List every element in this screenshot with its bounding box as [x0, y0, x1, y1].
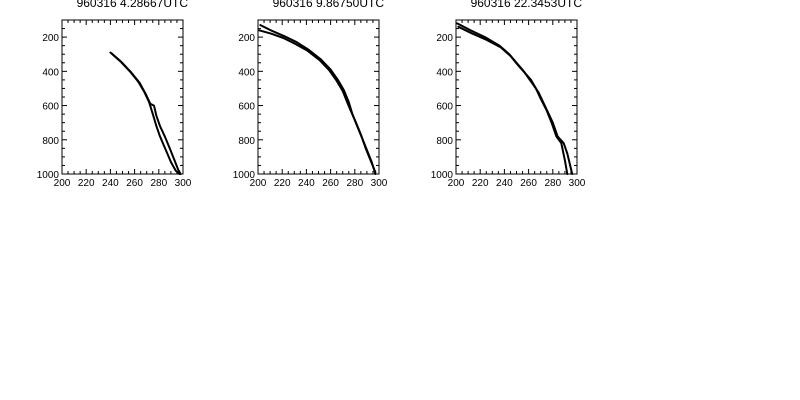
x-tick-label: 240 — [102, 178, 119, 189]
plot-frame — [455, 19, 578, 175]
y-tick-label: 800 — [42, 136, 59, 147]
y-tick-label: 800 — [436, 136, 453, 147]
y-tick-label: 400 — [238, 67, 255, 78]
x-tick-label: 200 — [54, 178, 71, 189]
profile-line-1 — [109, 51, 181, 175]
panel-title: 960316 4.28667UTC — [77, 0, 189, 10]
y-tick-label: 400 — [436, 67, 453, 78]
x-tick-label: 260 — [322, 178, 339, 189]
y-tick-label: 200 — [42, 33, 59, 44]
x-tick-label: 280 — [346, 178, 363, 189]
x-tick-label: 200 — [448, 178, 465, 189]
x-tick-label: 300 — [175, 178, 192, 189]
x-tick-label: 240 — [496, 178, 513, 189]
chart-panel-3: 960316 22.3453UTC 200 220 240 260 280 300 200 40… — [431, 0, 586, 189]
x-tick-label: 300 — [569, 178, 586, 189]
x-tick-label: 240 — [298, 178, 315, 189]
y-tick-label: 600 — [436, 102, 453, 113]
x-tick-label: 220 — [274, 178, 291, 189]
y-tick-label: 800 — [238, 136, 255, 147]
profile-line-2 — [258, 29, 377, 174]
y-tick-label: 1000 — [37, 170, 60, 181]
chart-panel-1: 960316 4.28667UTC 200 220 240 260 280 300 200 40… — [37, 0, 192, 189]
x-tick-label: 200 — [250, 178, 267, 189]
x-tick-label: 260 — [126, 178, 143, 189]
x-tick-label: 300 — [371, 178, 388, 189]
y-tick-label: 600 — [42, 102, 59, 113]
panel-title: 960316 22.3453UTC — [471, 0, 583, 10]
panel-title: 960316 9.86750UTC — [273, 0, 385, 10]
y-tick-label: 1000 — [431, 170, 454, 181]
y-tick-label: 200 — [436, 33, 453, 44]
chart-panel-2: 960316 9.86750UTC 200 220 240 260 280 300 200 40… — [233, 0, 388, 189]
x-tick-label: 260 — [520, 178, 537, 189]
plot-frame — [257, 19, 380, 175]
y-tick-label: 600 — [238, 102, 255, 113]
y-tick-label: 200 — [238, 33, 255, 44]
x-tick-label: 280 — [544, 178, 561, 189]
profile-line-1 — [259, 24, 377, 175]
plot-frame — [61, 19, 184, 175]
y-tick-label: 1000 — [233, 170, 256, 181]
x-tick-label: 220 — [78, 178, 95, 189]
profile-line-2 — [457, 25, 569, 175]
x-tick-label: 280 — [150, 178, 167, 189]
y-tick-label: 400 — [42, 67, 59, 78]
profile-line-1 — [456, 22, 574, 175]
x-tick-label: 220 — [472, 178, 489, 189]
profile-line-2 — [110, 52, 182, 175]
